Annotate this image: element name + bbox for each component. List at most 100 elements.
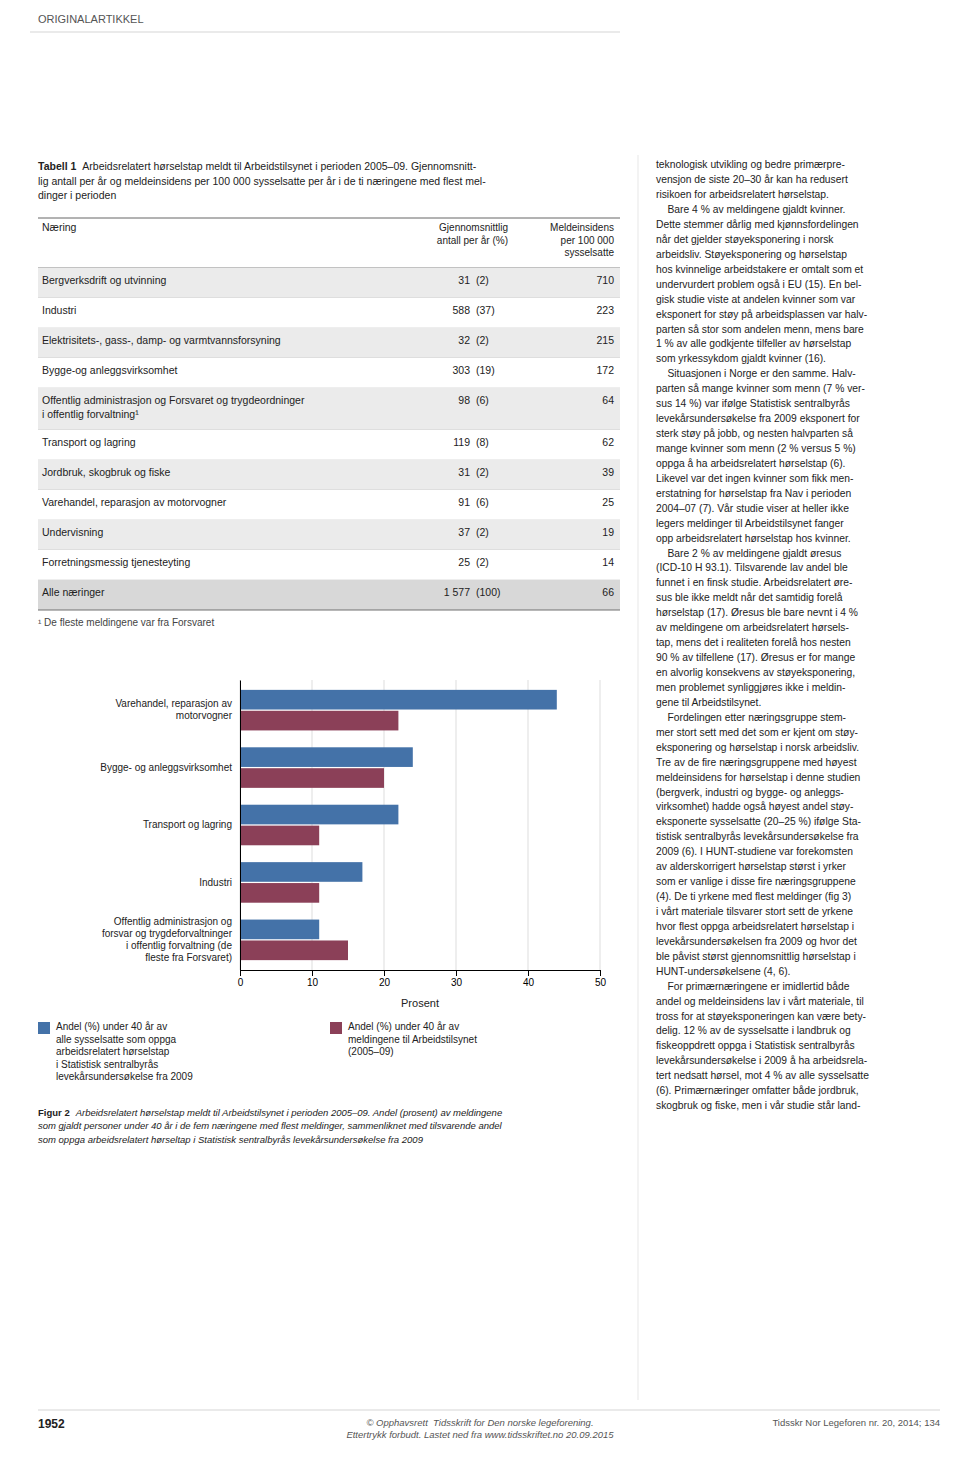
table-cell-line: 215: [596, 334, 614, 346]
x-tick: 40: [523, 970, 535, 988]
table-cell: (6): [476, 496, 489, 508]
table-cell: Forretningsmessig tjenesteyting: [42, 556, 190, 568]
table-cell-line: 98: [458, 394, 470, 406]
body-text-line: parten så stor som andelen menn, mens ba…: [656, 324, 864, 335]
table-cell-line: 25: [602, 496, 614, 508]
table-cell-line: Undervisning: [42, 526, 103, 538]
footer-page-number: 1952: [38, 1417, 65, 1431]
table-cell-line: 39: [602, 466, 614, 478]
x-tick: 0: [238, 970, 244, 988]
footer-journal: Tidsskr Nor Legeforen nr. 20, 2014; 134: [772, 1417, 940, 1428]
bar: [240, 768, 384, 788]
table-cell: 215: [596, 334, 614, 346]
table-cell: (2): [476, 466, 489, 478]
table-cell-line: 31: [458, 466, 470, 478]
body-text-line: oppga å ha arbeidsrelatert hørselstap (6…: [656, 458, 845, 469]
table-cell-line: 19: [602, 526, 614, 538]
y-tick-label-line: Offentlig administrasjon og: [114, 916, 232, 927]
table-cell-line: 223: [596, 304, 614, 316]
header-label: ORIGINALARTIKKEL: [38, 13, 144, 25]
legend-entry-line: Andel (%) under 40 år av: [348, 1021, 459, 1032]
table-cell-line: Forretningsmessig tjenesteyting: [42, 556, 190, 568]
table-cell: 588: [452, 304, 470, 316]
body-text-line: hos kvinnelige arbeidstakere er omtalt s…: [656, 264, 863, 275]
body-text-line: erstatning for hørselstap fra Nav i peri…: [656, 488, 851, 499]
table-header-line: sysselsatte: [565, 247, 615, 258]
body-text-line: mange kvinner som menn (2 % versus 5 %): [656, 443, 856, 454]
table-cell: (8): [476, 436, 489, 448]
table-cell: 1 577: [444, 586, 470, 598]
bar: [240, 940, 348, 960]
body-text-line: skogbruk og fiske, men i vår studie står…: [656, 1100, 860, 1111]
table-bottom-rule: [38, 610, 620, 611]
header-label-line: ORIGINALARTIKKEL: [38, 13, 144, 25]
body-text-line: tert nedsatt hørsel, mot 4 % av alle sys…: [656, 1070, 869, 1081]
table-cell-line: Bergverksdrift og utvinning: [42, 274, 166, 286]
table-cell: (6): [476, 394, 489, 406]
body-text-line: teknologisk utvikling og bedre primærpre…: [656, 159, 845, 170]
table-row-rule: [38, 610, 620, 611]
table-cell: 25: [602, 496, 614, 508]
legend-entry: Andel (%) under 40 år avmeldingene til A…: [348, 1021, 477, 1057]
body-text-line: eksponerte sysselsatte (20–25 %) ifølge …: [656, 816, 861, 827]
y-tick-label-line: motorvogner: [176, 710, 233, 721]
table-cell-line: Industri: [42, 304, 76, 316]
body-text-line: når det gjelder støyeksponering i norsk: [656, 234, 834, 245]
table-cell-line: (6): [476, 394, 489, 406]
x-tick-mark: [528, 970, 529, 976]
table-cell: Elektrisitets-, gass-, damp- og varmtvan…: [42, 334, 281, 346]
y-tick-label: Industri: [199, 877, 232, 888]
body-text-line: gene til Arbeidstilsynet.: [656, 697, 761, 708]
body-text-line: Fordelingen etter næringsgruppe stem-: [656, 712, 846, 723]
table-row-bg: [38, 430, 620, 460]
x-tick: 30: [451, 970, 463, 988]
grid-line: [600, 680, 601, 970]
body-text-line: 1 % av alle godkjente tilfeller av hørse…: [656, 338, 851, 349]
y-tick: Bygge- og anleggsvirksomhet: [100, 762, 232, 773]
table-cell: 66: [602, 586, 614, 598]
body-text-line: levekårsundersøkelse fra 2009 eksponert …: [656, 413, 860, 424]
body-text-line: i vårt materiale tilsvarer stort sett de…: [656, 906, 853, 917]
x-tick: 10: [307, 970, 319, 988]
body-text-line: Situasjonen i Norge er den samme. Halv-: [656, 368, 856, 379]
table-cell: 19: [602, 526, 614, 538]
table-cell-line: 37: [458, 526, 470, 538]
header-rule: [30, 32, 620, 33]
bar: [240, 862, 362, 882]
table-cell: Bygge-og anleggsvirksomhet: [42, 364, 177, 376]
table-header-line: Gjennomsnittlig: [439, 222, 508, 233]
body-text: teknologisk utvikling og bedre primærpre…: [656, 159, 869, 1111]
table-row-bg: [38, 268, 620, 298]
footer-copyright-line: Ettertrykk forbudt. Lastet ned fra www.t…: [346, 1429, 614, 1440]
body-text-line: hørselstap (17). Øresus ble bare nevnt i…: [656, 607, 858, 618]
legend-entry-line: i Statistisk sentralbyrås: [56, 1059, 158, 1070]
table-row-bg: [38, 388, 620, 430]
table-label: Tabell 1: [38, 160, 76, 172]
table-header: Gjennomsnittligantall per år (%): [437, 222, 508, 246]
table-cell-line: (2): [476, 466, 489, 478]
footer-journal-line: Tidsskr Nor Legeforen nr. 20, 2014; 134: [772, 1417, 940, 1428]
x-axis: 01020304050: [238, 970, 607, 988]
table-cell-line: 588: [452, 304, 470, 316]
x-tick-label: 40: [523, 977, 535, 988]
table-cell: 32: [458, 334, 470, 346]
x-tick-mark: [240, 970, 241, 976]
table-footnote: ¹ De fleste meldingene var fra Forsvaret: [38, 617, 214, 628]
table-title: Arbeidsrelatert hørselstap meldt til Arb…: [38, 160, 486, 200]
y-tick-label: Transport og lagring: [143, 819, 232, 830]
y-axis-line: [240, 681, 241, 971]
table-cell: Transport og lagring: [42, 436, 136, 448]
body-text-line: mer stort sett med det som er kjent om s…: [656, 727, 858, 738]
table-cell: (2): [476, 556, 489, 568]
table-cell: 14: [602, 556, 614, 568]
table-row-bg: [38, 298, 620, 328]
page: ORIGINALARTIKKEL Tabell 1Arbeidsrelatert …: [0, 0, 960, 1458]
table-cell-line: 66: [602, 586, 614, 598]
x-tick-mark: [456, 970, 457, 976]
table-cell-line: 91: [458, 496, 470, 508]
table-cell-line: 64: [602, 394, 614, 406]
chart-title-line: Figur 2: [38, 1107, 70, 1118]
body-text-line: av alderskorrigert hørselstap størst i y…: [656, 861, 847, 872]
table-cell-line: 303: [452, 364, 470, 376]
table-cell: (2): [476, 526, 489, 538]
